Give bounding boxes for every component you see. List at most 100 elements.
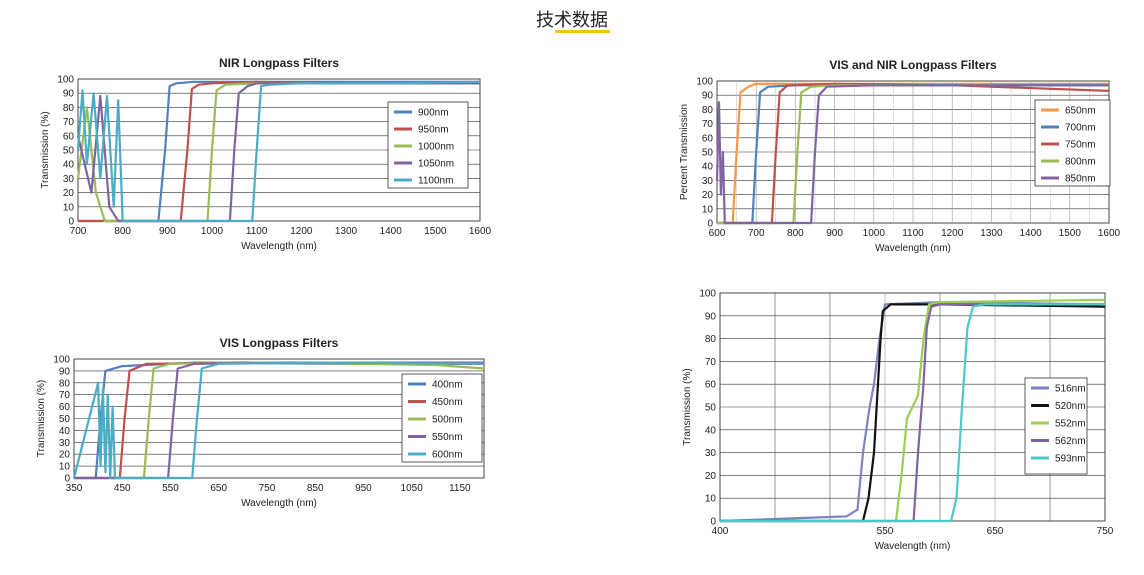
y-tick-label: 60 [702,133,714,144]
x-tick-label: 1300 [335,226,358,237]
series-line-1050nm [76,82,480,223]
legend-label: 520nm [1055,401,1086,412]
x-tick-label: 1400 [380,226,403,237]
y-tick-label: 30 [59,438,71,449]
y-tick-label: 40 [705,425,717,436]
x-axis-label: Wavelength (nm) [241,498,317,509]
y-tick-label: 80 [63,103,75,114]
x-tick-label: 800 [114,226,131,237]
y-tick-label: 30 [705,448,717,459]
x-tick-label: 650 [210,483,227,494]
y-tick-label: 0 [710,517,716,528]
y-tick-label: 20 [63,188,75,199]
x-tick-label: 450 [114,483,131,494]
y-tick-label: 60 [59,402,71,413]
y-axis-label: Transmission (%) [682,368,693,445]
y-axis-label: Transmission (%) [36,380,47,457]
y-tick-label: 30 [63,174,75,185]
y-tick-label: 50 [705,403,717,414]
x-tick-label: 1300 [980,228,1003,239]
y-tick-label: 30 [702,176,714,187]
x-tick-label: 1600 [1098,228,1121,239]
x-tick-label: 400 [712,526,729,537]
x-tick-label: 950 [355,483,372,494]
y-tick-label: 90 [63,89,75,100]
x-tick-label: 1100 [246,226,268,237]
series-line-520nm [720,303,1106,523]
y-tick-label: 60 [63,131,75,142]
x-tick-label: 350 [66,483,83,494]
chart-title: VIS and NIR Longpass Filters [829,58,997,72]
x-axis-label: Wavelength (nm) [875,541,951,552]
chart-title: VIS Longpass Filters [220,336,339,350]
series-line-552nm [720,298,1106,523]
chart-nir-longpass: NIR Longpass Filters 0 10 20 30 40 50 60 70 80 90 1… [40,50,500,265]
y-tick-label: 20 [705,471,717,482]
x-tick-label: 900 [826,228,843,239]
y-tick-label: 10 [705,494,717,505]
legend-label: 593nm [1055,454,1086,465]
chart-bandpass-edge: 0 10 20 30 40 50 60 70 80 90 100 400 550 650 750 Wavele… [680,283,1120,568]
x-tick-label: 550 [162,483,179,494]
x-tick-label: 1600 [469,226,492,237]
legend-label: 1050nm [418,159,454,170]
y-tick-label: 70 [63,117,75,128]
chart-vis-nir-longpass: VIS and NIR Longpass Filters 0 10 20 30 40 50 6… [675,50,1125,265]
series-line-593nm [720,303,1105,523]
y-tick-label: 70 [705,357,717,368]
y-tick-label: 90 [702,91,714,102]
legend-label: 600nm [432,450,463,461]
x-tick-label: 1400 [1019,228,1042,239]
y-tick-label: 20 [59,450,71,461]
x-axis-label: Wavelength (nm) [875,243,951,254]
x-tick-label: 800 [787,228,804,239]
chart-vis-nir-longpass-svg: VIS and NIR Longpass Filters 0 10 20 30 40 50 6… [679,58,1121,254]
legend-label: 750nm [1065,140,1096,151]
x-tick-label: 1000 [201,226,224,237]
y-tick-label: 0 [707,219,713,230]
legend-label: 500nm [432,415,463,426]
x-tick-label: 850 [307,483,324,494]
y-axis-label: Transmission (%) [40,111,51,188]
chart-nir-longpass-svg: NIR Longpass Filters 0 10 20 30 40 50 60 70 80 90 1… [40,56,492,252]
x-tick-label: 1150 [449,483,471,494]
legend-label: 800nm [1065,157,1096,168]
legend-label: 400nm [432,380,463,391]
page-heading: 技术数据 [536,10,608,31]
y-tick-label: 0 [68,217,74,228]
y-tick-label: 70 [702,119,714,130]
chart-title: NIR Longpass Filters [219,56,339,70]
legend-label: 516nm [1055,384,1086,395]
x-tick-label: 1500 [424,226,447,237]
heading-underline [555,30,610,33]
y-tick-label: 20 [702,190,714,201]
legend-label: 900nm [418,108,449,119]
series-line-850nm [715,84,1109,225]
legend-label: 1000nm [418,142,454,153]
legend-label: 850nm [1065,174,1096,185]
legend-label: 700nm [1065,123,1096,134]
y-tick-label: 70 [59,390,71,401]
y-tick-label: 10 [702,204,714,215]
y-tick-label: 100 [696,77,713,88]
y-tick-label: 50 [59,414,71,425]
x-tick-label: 600 [709,228,726,239]
y-tick-label: 100 [57,75,74,86]
y-tick-label: 10 [63,202,75,213]
x-tick-label: 900 [159,226,176,237]
y-tick-label: 0 [64,474,70,485]
y-tick-label: 40 [59,426,71,437]
y-tick-label: 60 [705,380,717,391]
x-tick-label: 1200 [941,228,964,239]
y-tick-label: 40 [63,160,75,171]
chart-vis-longpass-svg: VIS Longpass Filters01020304050607080901… [36,336,485,509]
y-axis-label: Percent Transmission [679,104,690,200]
x-tick-label: 1200 [290,226,313,237]
x-tick-label: 1050 [401,483,424,494]
y-tick-label: 50 [63,146,75,157]
legend-box [387,101,469,189]
x-tick-label: 650 [987,526,1004,537]
x-tick-label: 1000 [863,228,886,239]
y-tick-label: 80 [702,105,714,116]
series-line-1100nm [76,80,481,223]
